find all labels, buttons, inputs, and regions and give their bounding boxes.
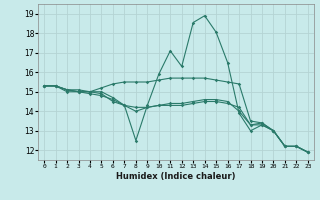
X-axis label: Humidex (Indice chaleur): Humidex (Indice chaleur) [116,172,236,181]
